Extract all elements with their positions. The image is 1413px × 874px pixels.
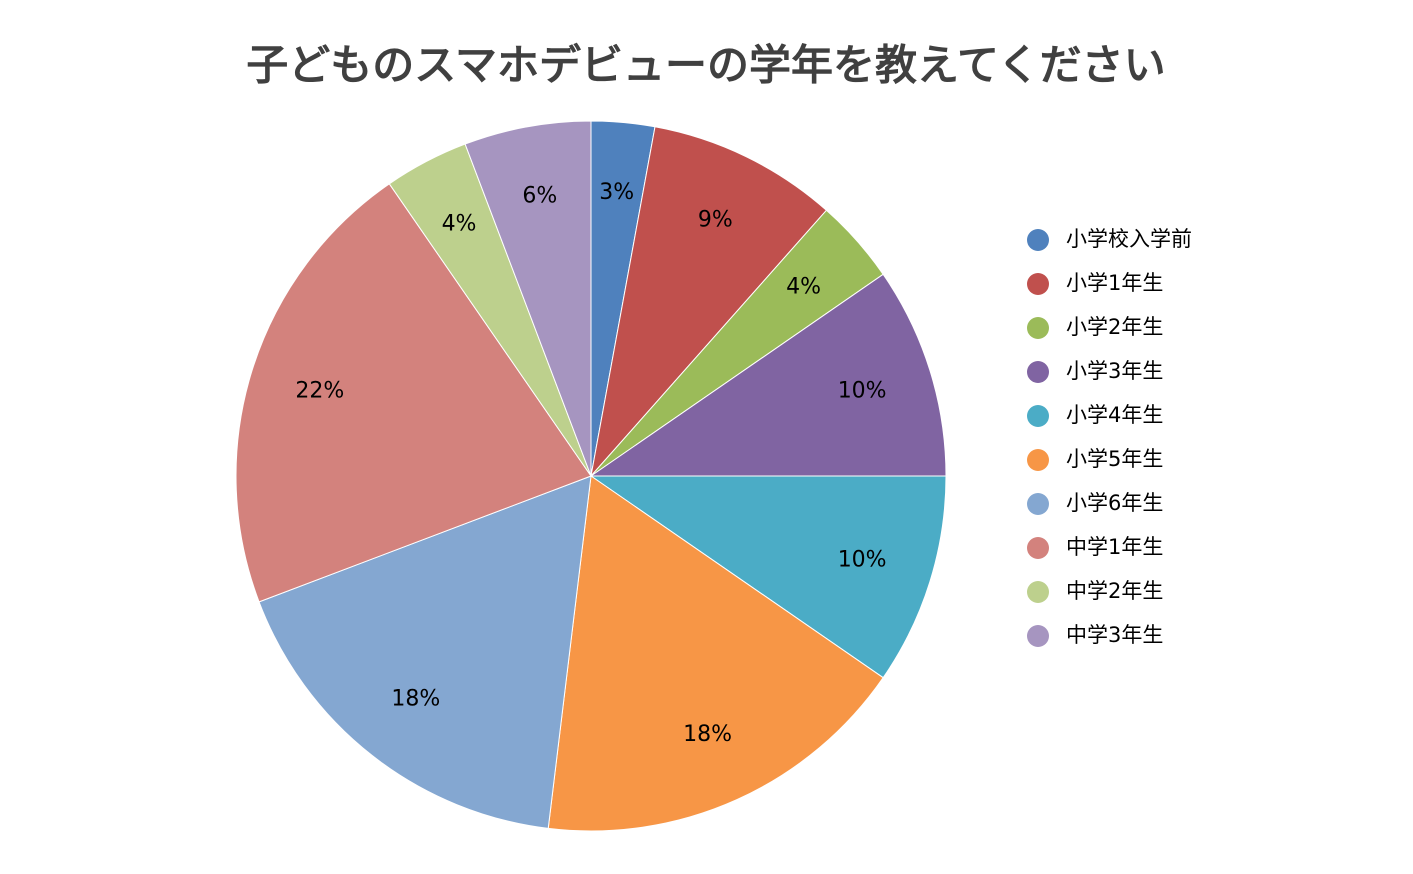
data-label: 10% bbox=[838, 547, 887, 572]
legend-label: 小学5年生 bbox=[1066, 447, 1163, 471]
legend-swatch bbox=[1027, 361, 1049, 383]
legend-label: 小学校入学前 bbox=[1066, 227, 1192, 251]
legend-swatch bbox=[1027, 229, 1049, 251]
pie-slice bbox=[589, 475, 947, 679]
data-label: 9% bbox=[698, 208, 733, 233]
legend-swatch bbox=[1027, 273, 1049, 295]
legend-swatch bbox=[1027, 581, 1049, 603]
data-label: 18% bbox=[391, 687, 440, 712]
legend-swatch bbox=[1027, 493, 1049, 515]
pie-slice bbox=[235, 183, 592, 603]
pie-slice bbox=[547, 475, 884, 832]
legend-label: 中学1年生 bbox=[1066, 535, 1163, 559]
pie-slice bbox=[464, 120, 592, 477]
legend-swatch bbox=[1027, 625, 1049, 647]
chart-title: 子どものスマホデビューの学年を教えてください bbox=[246, 41, 1165, 90]
legend-swatch bbox=[1027, 449, 1049, 471]
data-label: 18% bbox=[683, 722, 732, 747]
legend-label: 小学1年生 bbox=[1066, 271, 1163, 295]
legend-label: 小学4年生 bbox=[1066, 403, 1163, 427]
legend-label: 中学3年生 bbox=[1066, 623, 1163, 647]
data-label: 4% bbox=[442, 212, 477, 237]
data-label: 10% bbox=[838, 379, 887, 404]
data-label: 22% bbox=[295, 379, 344, 404]
pie-slice bbox=[589, 273, 947, 477]
pie-slice bbox=[258, 475, 592, 829]
legend-swatch bbox=[1027, 405, 1049, 427]
data-label: 3% bbox=[599, 180, 634, 205]
data-label: 6% bbox=[522, 184, 557, 209]
legend-label: 小学3年生 bbox=[1066, 359, 1163, 383]
legend-label: 中学2年生 bbox=[1066, 579, 1163, 603]
pie-slice bbox=[590, 126, 828, 478]
legend-label: 小学2年生 bbox=[1066, 315, 1163, 339]
legend-label: 小学6年生 bbox=[1066, 491, 1163, 515]
data-label: 4% bbox=[786, 275, 821, 300]
legend-swatch bbox=[1027, 537, 1049, 559]
legend-swatch bbox=[1027, 317, 1049, 339]
